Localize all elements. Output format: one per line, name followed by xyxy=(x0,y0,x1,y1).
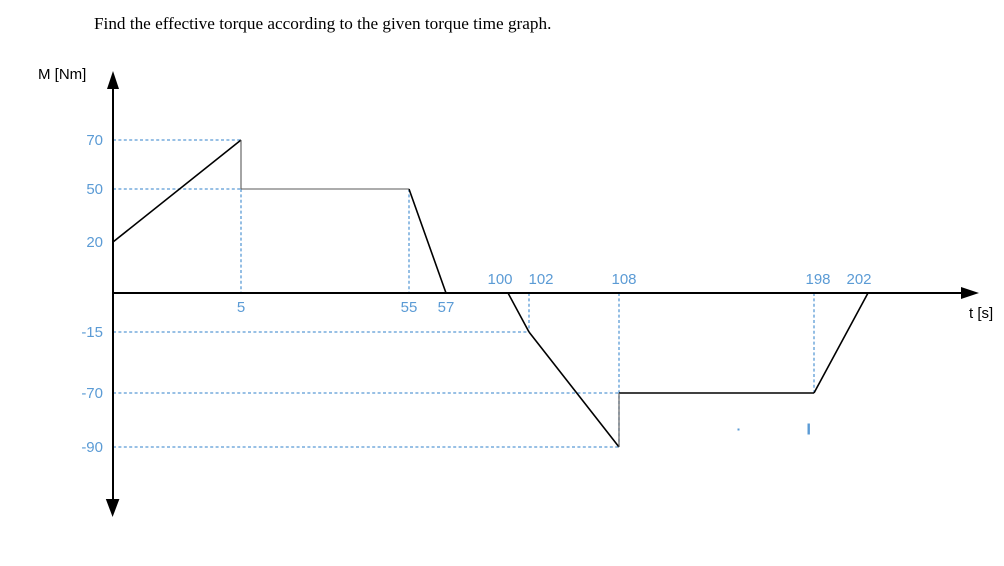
svg-text:57: 57 xyxy=(438,299,455,316)
svg-text:20: 20 xyxy=(86,234,103,251)
svg-text:100: 100 xyxy=(487,271,512,288)
svg-text:70: 70 xyxy=(86,132,103,149)
svg-text:-90: -90 xyxy=(81,439,103,456)
svg-text:M [Nm]: M [Nm] xyxy=(38,66,86,83)
svg-text:-15: -15 xyxy=(81,324,103,341)
svg-text:50: 50 xyxy=(86,181,103,198)
svg-text:198: 198 xyxy=(805,271,830,288)
svg-text:202: 202 xyxy=(846,271,871,288)
svg-text:108: 108 xyxy=(611,271,636,288)
svg-text:55: 55 xyxy=(401,299,418,316)
svg-text:-70: -70 xyxy=(81,385,103,402)
svg-text:5: 5 xyxy=(237,299,245,316)
svg-text:t [s]: t [s] xyxy=(969,305,993,322)
svg-text:102: 102 xyxy=(528,271,553,288)
